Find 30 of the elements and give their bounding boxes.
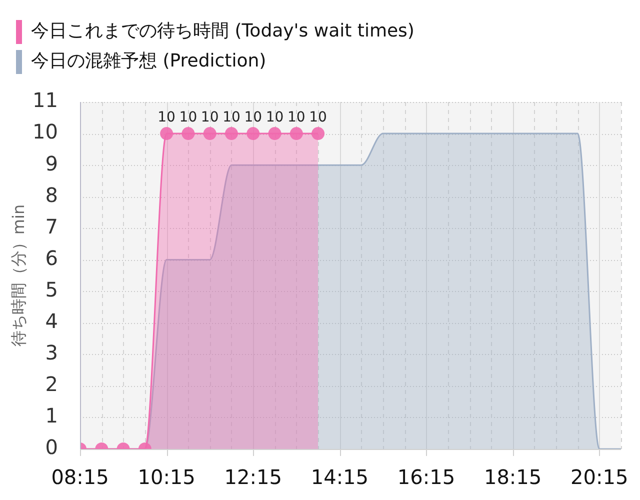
x-tick-label: 20:15 xyxy=(570,465,628,490)
y-tick-label: 11 xyxy=(32,88,58,112)
data-label: 10 xyxy=(200,110,219,126)
y-tick-label: 1 xyxy=(45,404,58,428)
y-axis-title: 待ち時間（分）min xyxy=(8,204,28,347)
x-tick-label: 14:15 xyxy=(310,465,368,490)
data-label: 10 xyxy=(222,110,240,126)
y-tick-label: 2 xyxy=(45,372,58,396)
y-tick-label: 6 xyxy=(45,246,58,270)
legend-label: 今日これまでの待ち時間 (Today's wait times) xyxy=(31,20,414,42)
x-tick-label: 18:15 xyxy=(484,465,542,490)
data-label: 10 xyxy=(266,110,284,126)
y-tick-label: 4 xyxy=(45,309,58,334)
data-label: 10 xyxy=(244,110,262,126)
y-tick-label: 3 xyxy=(45,340,58,365)
x-tick-label: 08:15 xyxy=(51,465,109,490)
y-tick-label: 5 xyxy=(45,277,58,302)
legend-label: 今日の混雑予想 (Prediction) xyxy=(31,50,266,72)
y-tick-label: 0 xyxy=(45,435,58,460)
x-tick-label: 12:15 xyxy=(224,465,282,490)
data-label: 10 xyxy=(158,110,176,126)
data-label: 10 xyxy=(287,110,306,126)
y-tick-label: 8 xyxy=(45,182,58,207)
x-tick-label: 10:15 xyxy=(138,465,196,490)
y-tick-label: 10 xyxy=(32,120,58,144)
y-tick-label: 9 xyxy=(45,151,58,176)
y-tick-label: 7 xyxy=(45,214,58,238)
data-label: 10 xyxy=(309,110,327,126)
x-tick-label: 16:15 xyxy=(397,465,456,490)
data-label: 10 xyxy=(179,110,198,126)
